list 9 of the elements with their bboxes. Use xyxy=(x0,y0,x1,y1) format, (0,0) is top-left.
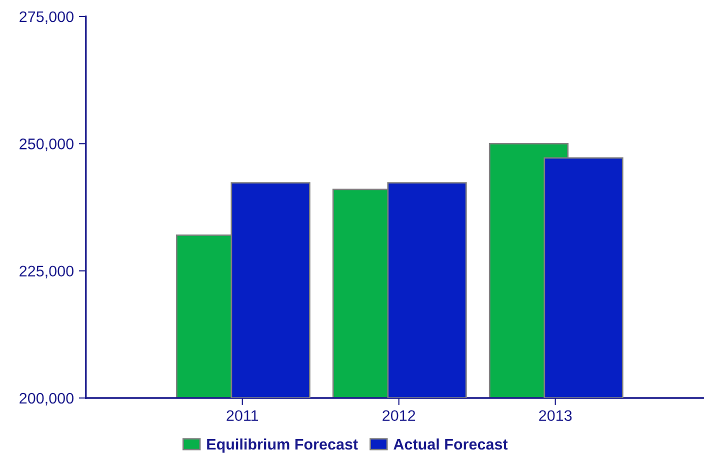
x-tick-label: 2011 xyxy=(226,410,258,422)
x-tick-label: 2012 xyxy=(382,410,416,422)
y-tick-label: 225,000 xyxy=(20,266,74,278)
legend-label: Equilibrium Forecast xyxy=(207,438,358,453)
y-tick-label: 250,000 xyxy=(20,138,74,152)
legend-label: Actual Forecast xyxy=(394,438,508,450)
y-tick-label: 275,000 xyxy=(20,11,74,24)
y-tick-label: 200,000 xyxy=(20,392,74,406)
x-tick-label: 2013 xyxy=(539,410,572,422)
